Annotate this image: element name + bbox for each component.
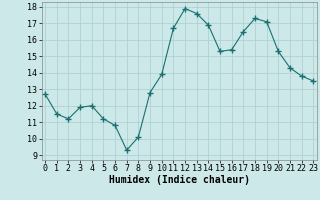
X-axis label: Humidex (Indice chaleur): Humidex (Indice chaleur) [109, 175, 250, 185]
